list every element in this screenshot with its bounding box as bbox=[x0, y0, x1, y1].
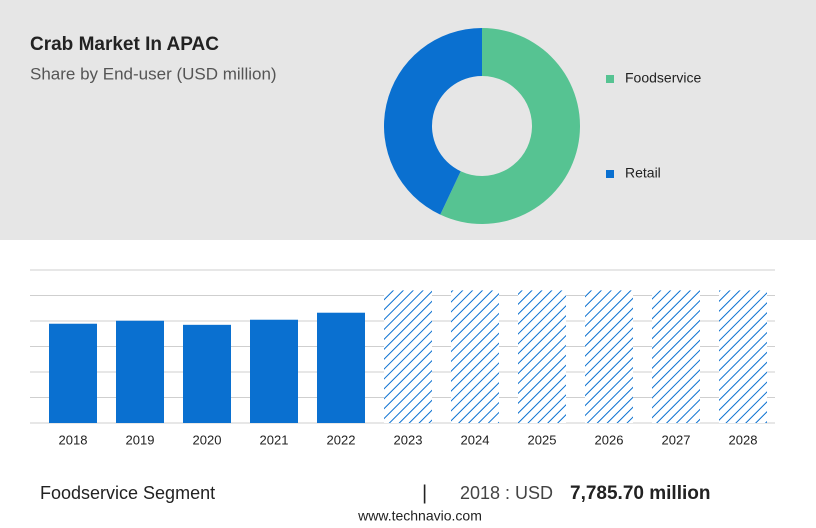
forecast-bar bbox=[518, 290, 566, 423]
x-tick-label: 2023 bbox=[394, 432, 423, 447]
x-tick-label: 2019 bbox=[126, 432, 155, 447]
legend-swatch bbox=[606, 75, 614, 83]
x-tick-label: 2021 bbox=[260, 432, 289, 447]
footer-separator: | bbox=[422, 482, 427, 504]
footer-source: www.technavio.com bbox=[357, 508, 482, 524]
footer-value: 7,785.70 million bbox=[570, 483, 710, 504]
x-tick-label: 2024 bbox=[461, 432, 490, 447]
footer-year: 2018 : USD bbox=[460, 483, 553, 503]
x-tick-label: 2025 bbox=[528, 432, 557, 447]
forecast-bar bbox=[719, 290, 767, 423]
x-tick-label: 2026 bbox=[595, 432, 624, 447]
x-tick-label: 2020 bbox=[193, 432, 222, 447]
forecast-bar bbox=[384, 290, 432, 423]
bar bbox=[250, 319, 298, 423]
forecast-bar bbox=[451, 290, 499, 423]
legend-label: Foodservice bbox=[625, 70, 701, 86]
chart-subtitle: Share by End-user (USD million) bbox=[30, 64, 277, 83]
x-tick-label: 2028 bbox=[729, 432, 758, 447]
bar bbox=[317, 312, 365, 423]
legend-label: Retail bbox=[625, 165, 661, 181]
donut-slice bbox=[383, 27, 482, 215]
legend-swatch bbox=[606, 170, 614, 178]
forecast-bar bbox=[652, 290, 700, 423]
bar bbox=[183, 324, 231, 423]
x-tick-label: 2022 bbox=[327, 432, 356, 447]
x-tick-label: 2027 bbox=[662, 432, 691, 447]
donut-slice bbox=[440, 28, 580, 224]
x-tick-label: 2018 bbox=[59, 432, 88, 447]
chart-title: Crab Market In APAC bbox=[30, 34, 219, 55]
footer-segment: Foodservice Segment bbox=[40, 483, 215, 503]
bar bbox=[116, 320, 164, 423]
forecast-bar bbox=[585, 290, 633, 423]
bar bbox=[49, 323, 97, 423]
